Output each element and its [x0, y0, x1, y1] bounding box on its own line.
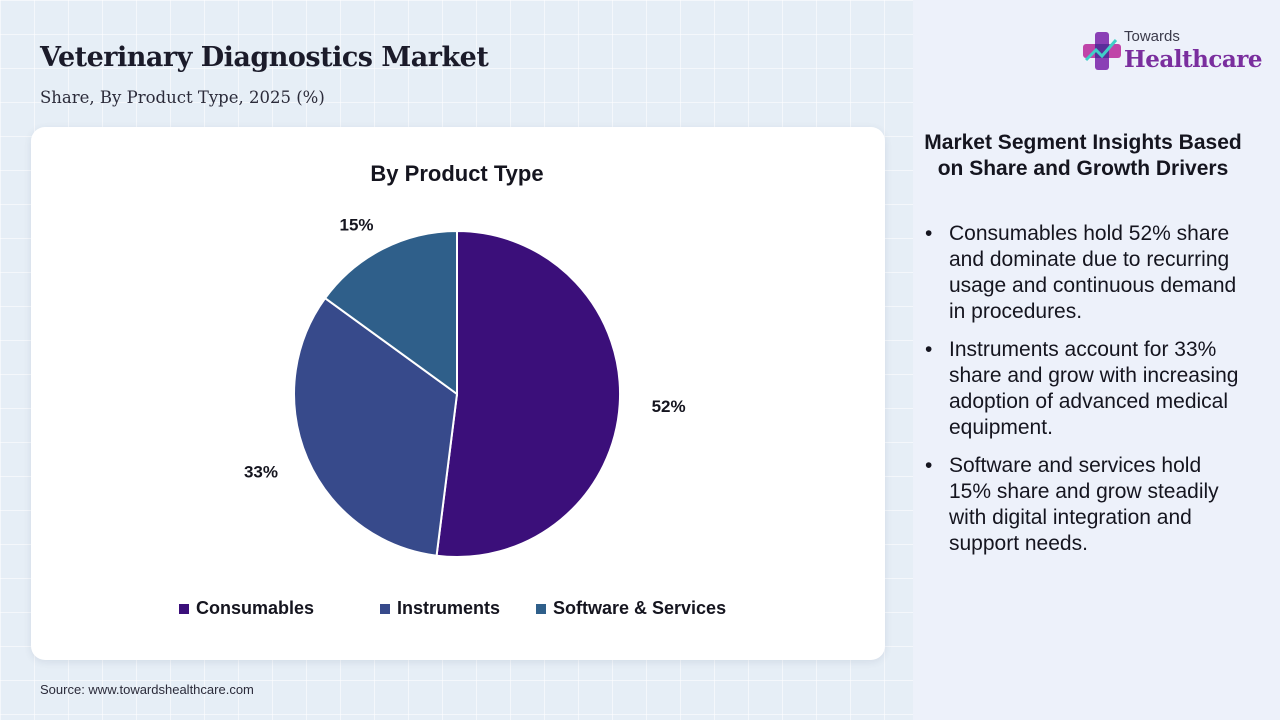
legend-swatch-instruments [380, 604, 390, 614]
pie-slice-instruments [293, 296, 459, 557]
chart-title: By Product Type [370, 161, 543, 186]
page-title: Veterinary Diagnostics Market [40, 42, 489, 73]
legend-label-consumables: Consumables [196, 598, 314, 618]
legend-label-software-services: Software & Services [553, 598, 726, 618]
data-label-software-services: 15% [339, 215, 373, 234]
data-label-consumables: 52% [652, 397, 686, 416]
logo-text-bottom: Healthcare [1124, 46, 1263, 73]
pie-chart: By Product Type 52% 33% 15% Consumables Ins… [179, 161, 726, 618]
insight-item-instruments: Instruments account for 33% share and gr… [922, 337, 1242, 441]
insights-list: Consumables hold 52% share and dominate … [922, 221, 1242, 569]
legend-swatch-software-services [536, 604, 546, 614]
insight-item-software: Software and services hold 15% share and… [922, 453, 1242, 557]
logo-text-top: Towards [1124, 28, 1180, 45]
pie-slice-software-services [323, 229, 458, 396]
data-label-instruments: 33% [244, 462, 278, 481]
chart-card: By Product Type 52% 33% 15% Consumables Ins… [31, 127, 885, 660]
page-subtitle: Share, By Product Type, 2025 (%) [40, 88, 325, 107]
insight-item-consumables: Consumables hold 52% share and dominate … [922, 221, 1242, 325]
insights-title: Market Segment Insights Based on Share a… [924, 131, 1242, 180]
legend-swatch-consumables [179, 604, 189, 614]
brand-logo: Towards Healthcare [1082, 28, 1263, 78]
source-note: Source: www.towardshealthcare.com [40, 682, 254, 697]
medical-cross-icon [1083, 32, 1121, 70]
pie-slice-consumables [435, 229, 621, 558]
legend-label-instruments: Instruments [397, 598, 500, 618]
